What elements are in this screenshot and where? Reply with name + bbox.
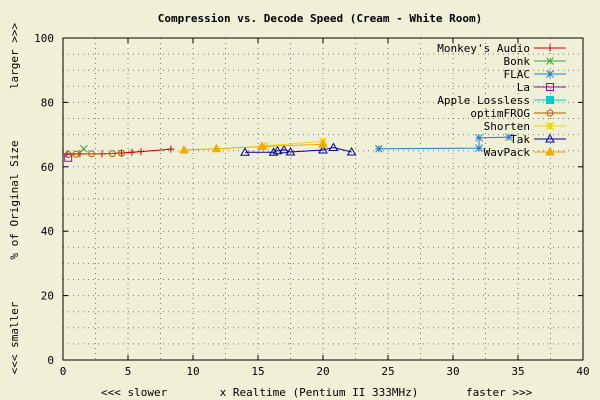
tick-labels: 0 5 10 15 20 25 30 35 40 0 20 40 60 80 100 xyxy=(34,32,590,378)
x-tick-label: 10 xyxy=(186,365,199,378)
data-point-tak xyxy=(279,144,289,154)
data-point-bonk xyxy=(79,144,88,153)
legend-marker xyxy=(546,109,554,117)
legend-item-wavpack: WavPack xyxy=(484,146,566,159)
x-tick-label: 30 xyxy=(446,365,459,378)
legend-label: Apple Lossless xyxy=(437,94,530,107)
y-tick-label: 80 xyxy=(41,96,54,109)
y-axis-label: % of Original Size xyxy=(8,140,21,259)
x-tick-label: 5 xyxy=(125,365,132,378)
y-axis-label-bottom: <<< smaller xyxy=(8,301,21,374)
data-point-wavpack xyxy=(211,143,222,153)
data-point-tak xyxy=(328,142,339,151)
legend-marker xyxy=(546,83,554,91)
data-point-monkey-s-audio xyxy=(167,145,175,153)
x-tick-label: 0 xyxy=(60,365,67,378)
legend-marker xyxy=(546,57,554,65)
legend-label: WavPack xyxy=(484,146,531,159)
y-tick-label: 40 xyxy=(41,225,54,238)
series-line-wavpack xyxy=(183,143,324,151)
x-tick-label: 15 xyxy=(251,365,264,378)
axes xyxy=(62,37,584,361)
data-point-flac xyxy=(475,144,483,152)
legend-item-monkey-s-audio: Monkey's Audio xyxy=(437,42,566,55)
legend-label: Monkey's Audio xyxy=(437,42,530,55)
data-point-optimfrog xyxy=(118,149,125,157)
x-axis-label-left: <<< slower xyxy=(101,386,168,399)
data-point-tak xyxy=(346,146,357,156)
data-point-tak xyxy=(318,145,328,154)
data-point-flac xyxy=(375,144,383,153)
data-point-monkey-s-audio xyxy=(137,148,145,156)
chart-title: Compression vs. Decode Speed (Cream - Wh… xyxy=(158,12,483,25)
y-axis-label-top: larger >>> xyxy=(8,23,21,90)
data-point-flac xyxy=(475,133,483,142)
legend-marker xyxy=(545,121,555,131)
grid xyxy=(63,38,583,360)
legend-label: Tak xyxy=(510,133,530,146)
y-tick-label: 0 xyxy=(47,354,54,367)
data-point-wavpack xyxy=(257,141,267,151)
data-point-tak xyxy=(272,145,283,155)
series-line-shorten xyxy=(264,140,324,147)
legend-label: FLAC xyxy=(504,68,531,81)
legend-item-shorten: Shorten xyxy=(484,120,566,133)
legend-label: Shorten xyxy=(484,120,530,133)
legend-item-la: La xyxy=(517,81,566,94)
data-point-optimfrog xyxy=(108,150,116,158)
x-axis-label: x Realtime (Pentium II 333MHz) xyxy=(220,386,419,399)
data-point-monkey-s-audio xyxy=(128,148,136,156)
legend-label: optimFROG xyxy=(470,107,530,120)
y-tick-label: 60 xyxy=(41,161,54,174)
data-point-optimfrog xyxy=(72,150,80,158)
series-line-flac xyxy=(378,136,509,150)
series-layer xyxy=(63,133,513,162)
series-tak xyxy=(240,142,357,156)
x-tick-label: 20 xyxy=(316,365,329,378)
legend-label: La xyxy=(517,81,530,94)
legend-item-apple-lossless: Apple Lossless xyxy=(437,94,566,107)
legend-marker xyxy=(545,146,555,156)
data-point-wavpack xyxy=(318,139,328,148)
data-point-flac xyxy=(505,133,513,142)
legend-item-bonk: Bonk xyxy=(504,55,566,68)
data-point-optimfrog xyxy=(88,150,96,158)
data-point-wavpack xyxy=(179,145,189,154)
x-tick-label: 40 xyxy=(576,365,589,378)
legend-marker xyxy=(546,96,554,104)
y-tick-label: 20 xyxy=(41,290,54,303)
y-tick-label: 100 xyxy=(34,32,54,45)
x-axis-label-right: faster >>> xyxy=(466,386,533,399)
data-point-tak xyxy=(268,147,279,156)
legend-marker xyxy=(546,70,554,78)
data-point-optimfrog xyxy=(64,151,72,159)
series-flac xyxy=(375,133,513,153)
data-point-tak xyxy=(240,147,250,156)
series-wavpack xyxy=(179,139,328,154)
legend-item-optimfrog: optimFROG xyxy=(470,107,566,120)
legend-item-flac: FLAC xyxy=(504,68,566,81)
x-tick-label: 25 xyxy=(381,365,394,378)
legend-marker xyxy=(546,44,554,52)
legend-marker xyxy=(545,133,555,143)
series-optimfrog xyxy=(64,149,125,159)
series-bonk xyxy=(79,144,88,153)
legend-item-tak: Tak xyxy=(510,133,566,146)
data-point-shorten xyxy=(260,141,269,150)
legend-label: Bonk xyxy=(504,55,531,68)
data-point-tak xyxy=(285,146,296,156)
x-tick-label: 35 xyxy=(511,365,524,378)
